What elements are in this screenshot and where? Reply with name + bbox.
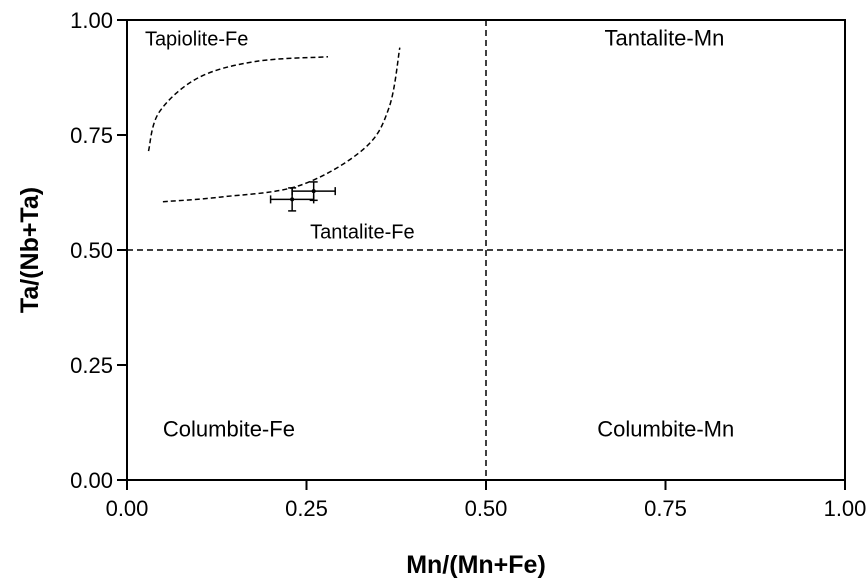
y-axis-title: Ta/(Nb+Ta) [16, 187, 44, 313]
region-labels: Tapiolite-Fe Tantalite-Mn Tantalite-Fe Colu… [145, 25, 734, 441]
y-tick-label: 0.00 [70, 468, 113, 493]
region-label: Columbite-Mn [597, 416, 734, 441]
x-axis-title: Mn/(Mn+Fe) [406, 551, 546, 579]
divider-lines [127, 20, 845, 480]
x-tick-label: 0.50 [465, 496, 508, 521]
region-label: Tapiolite-Fe [145, 28, 248, 50]
x-tick-label: 0.00 [106, 496, 149, 521]
field-boundary-curve [147, 56, 329, 152]
x-tick-label: 0.75 [644, 496, 687, 521]
point-marker [311, 189, 316, 194]
region-label: Tantalite-Fe [310, 222, 415, 244]
region-label: Columbite-Fe [163, 416, 295, 441]
point-marker [290, 197, 295, 202]
y-tick-label: 0.50 [70, 238, 113, 263]
y-tick-label: 0.25 [70, 353, 113, 378]
data-points [269, 181, 336, 212]
data-point [291, 181, 336, 202]
field-boundaries [147, 47, 401, 203]
axes: 0.00 0.25 0.50 0.75 1.00 0.00 0.25 0.50 0.75 1.00 [70, 8, 866, 521]
y-tick-label: 1.00 [70, 8, 113, 33]
y-tick-label: 0.75 [70, 123, 113, 148]
x-tick-label: 0.25 [285, 496, 328, 521]
region-label: Tantalite-Mn [604, 25, 724, 50]
x-tick-label: 1.00 [824, 496, 867, 521]
field-boundary-curve [162, 47, 401, 203]
